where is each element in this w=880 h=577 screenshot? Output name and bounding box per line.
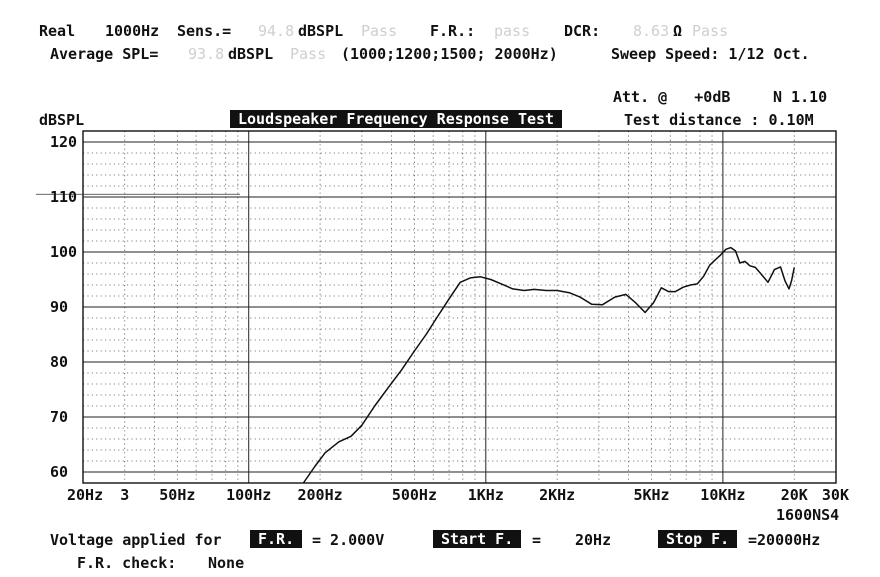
start-frequency-value: 20Hz [575, 531, 612, 549]
x-tick-label: 20Hz [67, 486, 103, 504]
dcr-unit: Ω [673, 22, 683, 40]
average-spl-value: 93.8 [188, 45, 225, 63]
average-spl-status: Pass [290, 45, 327, 63]
average-spl-label: Average SPL= [50, 45, 159, 63]
model-code: 1600NS4 [776, 506, 840, 524]
start-frequency-tag: Start F. [433, 530, 522, 548]
average-spl-unit: dBSPL [228, 45, 274, 63]
x-tick-label: 200Hz [298, 486, 343, 504]
x-tick-label: 3 [120, 486, 129, 504]
y-axis-unit: dBSPL [39, 111, 85, 129]
x-tick-label: 500Hz [392, 486, 437, 504]
sens-unit: dBSPL [298, 22, 344, 40]
stop-frequency-value: =20000Hz [748, 531, 821, 549]
x-tick-label: 50Hz [159, 486, 195, 504]
dcr-status: Pass [692, 22, 729, 40]
response-curve [302, 246, 796, 484]
real-label: Real [39, 22, 76, 40]
dcr-label: DCR: [564, 22, 601, 40]
fr-check-label: F.R. check: [77, 554, 177, 572]
y-tick-label: 90 [50, 298, 68, 316]
start-equals: = [532, 531, 542, 549]
dcr-value: 8.63 [633, 22, 670, 40]
stop-frequency-tag: Stop F. [658, 530, 738, 548]
y-tick-label: 100 [50, 243, 77, 261]
sens-label: Sens.= [177, 22, 232, 40]
x-tick-label: 2KHz [539, 486, 575, 504]
x-tick-label: 30K [822, 486, 849, 504]
fr-status: pass [494, 22, 531, 40]
y-tick-label: 120 [50, 133, 77, 151]
fr-tag: F.R. [250, 530, 303, 548]
attenuation: Att. @ +0dB [613, 88, 731, 106]
voltage-label: Voltage applied for [50, 531, 222, 549]
sens-status: Pass [361, 22, 398, 40]
plot-frame [82, 130, 837, 484]
fr-label: F.R.: [430, 22, 476, 40]
test-frequency: 1000Hz [105, 22, 160, 40]
average-frequencies: (1000;1200;1500; 2000Hz) [341, 45, 558, 63]
y-tick-label: 70 [50, 408, 68, 426]
x-tick-label: 100Hz [226, 486, 271, 504]
y-tick-label: 110 [50, 188, 77, 206]
n-value: N 1.10 [773, 88, 828, 106]
y-tick-label: 60 [50, 463, 68, 481]
x-tick-label: 20K [781, 486, 808, 504]
x-tick-label: 1KHz [468, 486, 504, 504]
test-distance: Test distance : 0.10M [624, 111, 814, 129]
voltage-value: = 2.000V [312, 531, 385, 549]
x-tick-label: 5KHz [633, 486, 669, 504]
y-tick-label: 80 [50, 353, 68, 371]
sweep-speed: Sweep Speed: 1/12 Oct. [611, 45, 810, 63]
fr-check-value: None [208, 554, 245, 572]
x-tick-label: 10KHz [700, 486, 745, 504]
sens-value: 94.8 [258, 22, 295, 40]
chart-title: Loudspeaker Frequency Response Test [230, 110, 563, 128]
